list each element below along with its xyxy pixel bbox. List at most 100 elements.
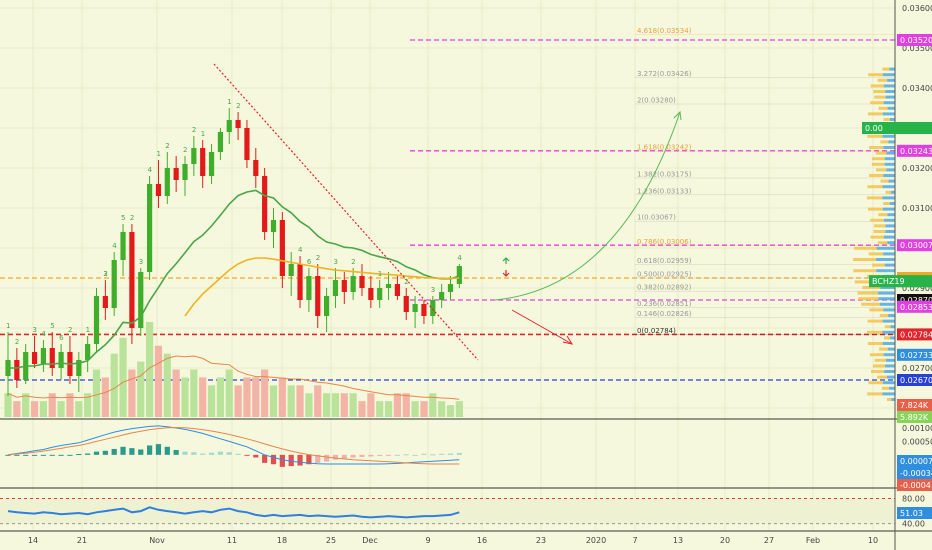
signal-line bbox=[7, 426, 460, 465]
candle-body-26 bbox=[235, 120, 241, 128]
candle-body-37 bbox=[332, 280, 339, 296]
macd-hist-25 bbox=[226, 452, 232, 455]
profile-bar-a-32 bbox=[870, 218, 884, 222]
wave-label-9: 3 bbox=[103, 270, 107, 278]
macd-hist-44 bbox=[394, 454, 400, 456]
candle-body-34 bbox=[306, 276, 312, 300]
macd-hist-23 bbox=[208, 452, 215, 455]
macd-hist-35 bbox=[315, 454, 321, 463]
price-tag-0: 0.03520 bbox=[897, 34, 932, 46]
last-price-badge-bg bbox=[862, 122, 932, 134]
wave-label-12: 2 bbox=[130, 214, 134, 222]
profile-bar-a-10 bbox=[867, 342, 883, 345]
x-tick-2: Nov bbox=[149, 536, 165, 545]
volume-bar-49 bbox=[438, 401, 446, 417]
profile-bar-b-20 bbox=[880, 286, 895, 289]
volume-bar-16 bbox=[146, 322, 154, 417]
macd-hist-18 bbox=[164, 446, 170, 455]
profile-bar-a-25 bbox=[853, 258, 877, 261]
wave-label-5: 6 bbox=[59, 334, 64, 342]
profile-bar-b-8 bbox=[883, 353, 895, 357]
macd-tag-0: 0.00007 bbox=[897, 455, 932, 467]
profile-bar-a-46 bbox=[880, 140, 889, 144]
macd-tag-2-bg bbox=[897, 479, 932, 491]
volume-bar-11 bbox=[101, 377, 109, 417]
profile-bar-b-3 bbox=[883, 381, 895, 385]
volume-bar-51 bbox=[455, 401, 463, 417]
volume-bar-37 bbox=[331, 393, 340, 417]
price-tag-7-bg bbox=[897, 328, 932, 341]
candle-body-15 bbox=[138, 272, 144, 328]
volume-bar-35 bbox=[314, 385, 322, 417]
projection-down-arrow bbox=[511, 309, 573, 345]
macd-hist-1 bbox=[14, 454, 20, 456]
profile-bar-a-36 bbox=[867, 196, 883, 200]
price-tag-9: 0.02670 bbox=[897, 374, 932, 386]
wave-label-17: 2 bbox=[183, 146, 187, 154]
macd-hist-7 bbox=[67, 454, 73, 456]
price-tag-0-bg bbox=[897, 34, 932, 46]
volume-bar-13 bbox=[119, 337, 127, 417]
profile-bar-b-36 bbox=[882, 196, 895, 200]
profile-bar-b-56 bbox=[884, 84, 895, 88]
macd-hist-9 bbox=[85, 453, 91, 455]
fib-label-10: 0.382(0.02892) bbox=[637, 284, 692, 292]
price-tag-9-bg bbox=[897, 374, 932, 386]
time-axis[interactable]: 14 21 Nov 11 18 25 Dec 9 16 23 2020 7 13 20 27 Feb 10 bbox=[28, 536, 878, 545]
candle-body-17 bbox=[155, 184, 162, 196]
fib-label-3: 1.618(0.03242) bbox=[637, 144, 692, 152]
profile-bar-b-2 bbox=[889, 386, 895, 390]
profile-bar-a-33 bbox=[878, 213, 888, 217]
wave-label-20: 1 bbox=[227, 98, 231, 106]
price-tag-1-text: 0.03243 bbox=[900, 147, 932, 156]
macd-hist-10 bbox=[93, 451, 100, 455]
wave-label-7: 1 bbox=[86, 326, 90, 334]
profile-bar-b-19 bbox=[878, 291, 895, 295]
profile-bar-b-17 bbox=[879, 302, 895, 306]
wave-label-26: 2 bbox=[351, 258, 355, 266]
macd-hist-26 bbox=[235, 453, 241, 455]
macd-tag-0-bg bbox=[897, 455, 932, 467]
profile-bar-b-11 bbox=[890, 336, 895, 340]
profile-bar-b-13 bbox=[890, 325, 895, 329]
fib-label-1: 3.272(0.03426) bbox=[637, 70, 692, 78]
profile-bar-b-0 bbox=[891, 398, 895, 401]
profile-bar-b-57 bbox=[887, 78, 895, 82]
macd-hist-31 bbox=[279, 454, 285, 467]
candle-body-27 bbox=[244, 128, 250, 160]
profile-bar-b-34 bbox=[882, 207, 895, 211]
y-tick-0: 0.03600 bbox=[902, 4, 932, 13]
profile-bar-a-41 bbox=[875, 168, 887, 172]
macd-hist-6 bbox=[58, 454, 64, 456]
wave-label-16: 2 bbox=[165, 142, 169, 150]
volume-tag-0: 7.824K bbox=[897, 399, 932, 411]
profile-bar-a-27 bbox=[854, 246, 877, 250]
candle-body-12 bbox=[111, 260, 117, 308]
profile-bar-b-4 bbox=[886, 375, 895, 379]
macd-hist-51 bbox=[456, 452, 462, 455]
candle-body-35 bbox=[315, 276, 321, 316]
horizontal-levels bbox=[0, 39, 895, 381]
x-tick-15: Feb bbox=[806, 536, 820, 545]
profile-bar-b-47 bbox=[882, 134, 895, 138]
candle-body-5 bbox=[49, 348, 55, 368]
profile-bar-b-23 bbox=[876, 269, 895, 273]
wave-label-1: 2 bbox=[15, 338, 19, 346]
macd-hist-3 bbox=[31, 454, 38, 456]
candle-body-48 bbox=[430, 300, 436, 316]
profile-bar-a-0 bbox=[887, 398, 892, 401]
profile-bar-a-12 bbox=[867, 330, 883, 334]
volume-bar-24 bbox=[216, 377, 224, 417]
profile-bar-b-33 bbox=[887, 213, 895, 217]
macd-hist-34 bbox=[306, 454, 312, 465]
profile-bar-b-42 bbox=[884, 162, 895, 166]
fib-label-7: 0.786(0.03006) bbox=[637, 238, 692, 246]
last-price-badge-text: 0.00 bbox=[865, 124, 883, 133]
macd-tag-1-text: -0.00034 bbox=[900, 469, 932, 478]
profile-bar-b-28 bbox=[887, 241, 895, 245]
candle-body-23 bbox=[208, 152, 215, 176]
profile-bar-b-38 bbox=[882, 185, 895, 189]
fib-label-8: 0.618(0.02959) bbox=[637, 257, 692, 265]
